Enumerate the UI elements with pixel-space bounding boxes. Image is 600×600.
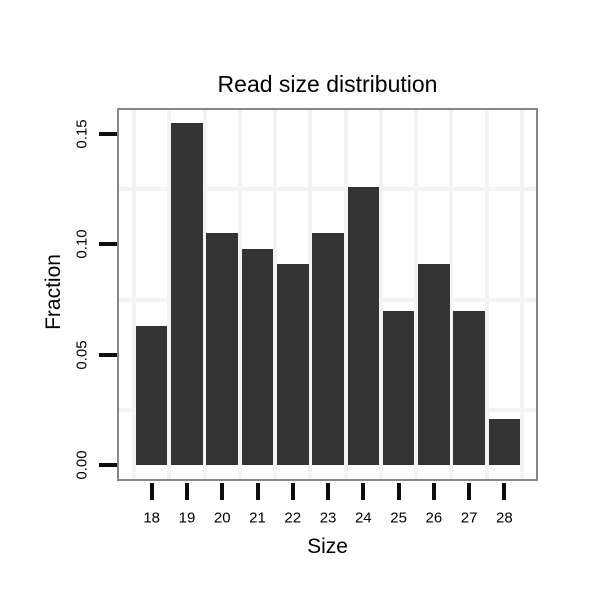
y-axis-tick [99, 352, 117, 357]
x-tick-label: 24 [354, 509, 372, 527]
bar-23 [312, 233, 344, 465]
x-axis-tick [431, 483, 436, 500]
bar-26 [418, 264, 450, 465]
x-axis-tick [149, 483, 154, 500]
bar-24 [347, 187, 380, 465]
bar-20 [206, 233, 238, 465]
gridline-vertical [132, 108, 137, 481]
gridline-vertical [167, 108, 172, 481]
x-axis-tick [255, 483, 260, 500]
gridline-vertical [308, 108, 313, 481]
x-tick-label: 23 [319, 509, 337, 527]
plot-panel [117, 108, 538, 481]
y-tick-label: 0.00 [73, 450, 91, 480]
x-tick-label: 25 [390, 509, 407, 527]
y-tick-label: 0.10 [73, 229, 91, 259]
gridline-vertical [202, 108, 207, 481]
gridline-vertical [237, 108, 242, 481]
bar-22 [277, 264, 309, 465]
bar-18 [135, 326, 168, 465]
x-tick-label: 20 [213, 509, 231, 527]
x-axis-tick [290, 483, 295, 500]
x-tick-label: 19 [178, 509, 196, 527]
x-axis-tick [467, 483, 472, 500]
x-axis-tick [326, 483, 331, 500]
gridline-vertical [449, 108, 454, 481]
y-axis-tick [99, 242, 117, 247]
x-tick-label: 18 [143, 509, 161, 527]
x-axis-tick [184, 483, 189, 500]
y-axis-tick [99, 132, 117, 137]
x-tick-label: 27 [460, 509, 478, 527]
gridline-vertical [273, 108, 278, 481]
bar-28 [488, 418, 521, 465]
gridline-vertical [520, 108, 525, 481]
x-axis-tick [396, 483, 401, 500]
bar-21 [241, 248, 274, 465]
bar-27 [453, 310, 485, 465]
x-tick-label: 28 [496, 509, 513, 527]
gridline-vertical [484, 108, 489, 481]
y-axis-title: Fraction [42, 254, 65, 330]
x-axis-tick [502, 483, 507, 500]
gridline-horizontal [117, 187, 538, 192]
x-axis-tick [361, 483, 366, 500]
y-tick-label: 0.15 [73, 119, 91, 149]
bar-19 [171, 123, 203, 465]
x-tick-label: 26 [425, 509, 443, 527]
y-tick-label: 0.05 [73, 340, 91, 370]
x-axis-tick [220, 483, 225, 500]
gridline-vertical [414, 108, 419, 481]
gridline-vertical [343, 108, 348, 481]
chart-title: Read size distribution [217, 71, 438, 97]
x-tick-label: 21 [249, 509, 266, 527]
gridline-vertical [378, 108, 383, 481]
x-axis-title: Size [307, 535, 348, 558]
bar-25 [382, 310, 415, 465]
y-axis-tick [99, 463, 117, 467]
x-tick-label: 22 [284, 509, 302, 527]
